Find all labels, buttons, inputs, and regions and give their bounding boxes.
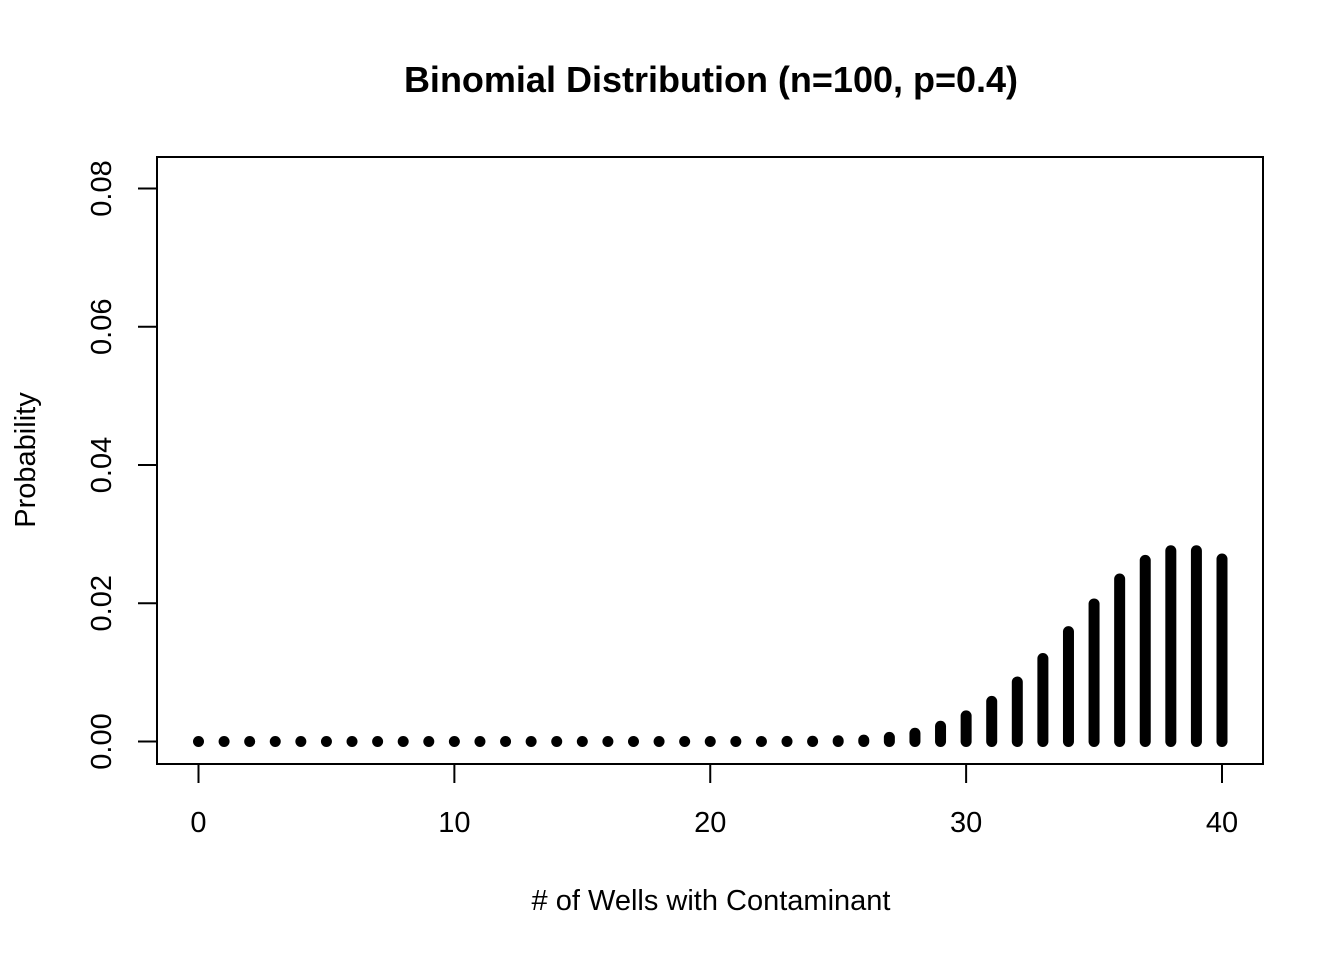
- y-axis-label: Probability: [10, 392, 42, 528]
- y-tick-label-0.08: 0.08: [86, 160, 118, 216]
- x-tick-label-30: 30: [950, 807, 982, 839]
- data-bars: [193, 545, 1228, 747]
- x-tick-label-10: 10: [438, 807, 470, 839]
- x-tick-label-40: 40: [1206, 807, 1238, 839]
- x-tick-label-20: 20: [694, 807, 726, 839]
- x-axis-label: # of Wells with Contaminant: [532, 885, 891, 917]
- y-tick-label-0.06: 0.06: [86, 299, 118, 355]
- chart-title: Binomial Distribution (n=100, p=0.4): [404, 59, 1018, 100]
- y-tick-label-0.04: 0.04: [86, 437, 118, 493]
- y-axis: 0.00 0.02 0.04 0.06 0.08: [86, 160, 158, 770]
- x-tick-label-0: 0: [190, 807, 206, 839]
- y-tick-label-0.00: 0.00: [86, 713, 118, 769]
- x-axis: 0 10 20 30 40: [190, 763, 1238, 839]
- y-tick-label-0.02: 0.02: [86, 575, 118, 631]
